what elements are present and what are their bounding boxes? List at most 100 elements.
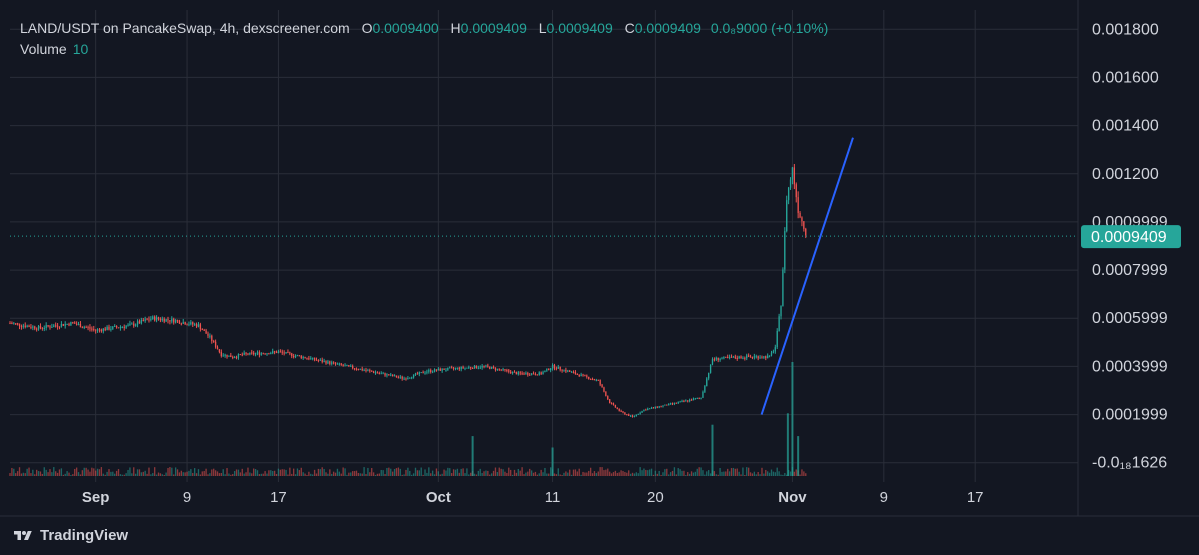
price-axis[interactable]: 0.0018000.0016000.0014000.0012000.000999… (1081, 21, 1181, 472)
candle-body (159, 319, 162, 321)
volume-bar (422, 474, 424, 476)
symbol-title[interactable]: LAND/USDT on PancakeSwap, 4h, dexscreene… (20, 20, 350, 36)
candle-body (85, 326, 87, 328)
volume-bar (555, 474, 558, 476)
volume-bar (186, 471, 188, 476)
time-tick-label: 17 (967, 489, 984, 506)
volume-bar (487, 470, 489, 476)
candle-body (171, 318, 173, 322)
volume-bar (755, 474, 757, 476)
candle-body (254, 353, 257, 355)
volume-bar (146, 473, 148, 476)
candle-body (496, 368, 499, 370)
candle-body (224, 354, 226, 356)
candle-body (534, 374, 537, 376)
candle-body (199, 324, 202, 330)
volume-bar (355, 470, 358, 476)
volume-bar (489, 474, 491, 476)
volume-bar (708, 470, 710, 476)
volume-bar (451, 473, 453, 476)
volume-bar (367, 467, 369, 476)
volume-bar (534, 471, 537, 476)
time-axis[interactable]: Sep 9 17 Oct 11 20 Nov 9 17 (82, 489, 984, 506)
volume-bar (9, 473, 11, 476)
volume-bar (291, 473, 293, 476)
volume-bar (352, 471, 354, 476)
candle-body (55, 325, 57, 327)
candle-body (140, 319, 143, 324)
candle-body (182, 322, 184, 324)
candle-body (647, 408, 649, 411)
volume-bar (26, 468, 28, 476)
candle-body (776, 330, 778, 348)
volume-bar (136, 469, 139, 476)
candle-body (253, 352, 255, 355)
volume-bar (209, 473, 211, 476)
candle-body (694, 398, 697, 400)
candle-body (348, 365, 350, 367)
volume-bar (167, 468, 169, 476)
candle-body (508, 370, 510, 372)
candle-body (350, 365, 352, 367)
candle-body (146, 319, 148, 321)
volume-bar (736, 468, 738, 476)
candle-body (72, 322, 74, 324)
candle-body (376, 372, 379, 374)
candle-body (292, 356, 295, 358)
volume-bar (412, 473, 415, 476)
candle-body (454, 368, 457, 370)
candle-body (91, 328, 93, 330)
volume-bar (361, 473, 363, 476)
trendline-drawing[interactable] (760, 137, 854, 415)
volume-bar (393, 468, 396, 476)
candle-body (660, 406, 662, 408)
volume-bar (321, 467, 323, 476)
volume-bar (241, 468, 243, 476)
volume-bar (49, 469, 51, 476)
candle-body (791, 167, 794, 180)
volume-bar (45, 469, 47, 476)
volume-bar (513, 469, 516, 476)
volume-bar (490, 473, 493, 476)
candle-body (456, 367, 459, 369)
candle-body (548, 368, 550, 371)
candle-body (614, 404, 617, 408)
candle-body (671, 403, 674, 405)
volume-bar (681, 470, 683, 476)
trendline[interactable] (760, 137, 854, 415)
candle-body (770, 352, 773, 356)
candle-body (620, 410, 622, 412)
candle-body (20, 326, 23, 328)
volume-bar (546, 473, 548, 476)
candle-body (612, 403, 615, 405)
candle-body (399, 376, 401, 378)
price-tick-label: -0.0₁₈1626 (1092, 455, 1167, 472)
volume-bar (53, 467, 55, 476)
candle-body (709, 364, 712, 373)
volume-bar (631, 472, 634, 476)
candle-body (226, 354, 228, 357)
volume-bar (178, 472, 181, 476)
candle-body (249, 352, 251, 355)
candle-body (359, 368, 361, 370)
candle-body (313, 357, 316, 360)
volume-bar (723, 471, 725, 476)
volume-bar (553, 473, 556, 476)
tradingview-logo[interactable]: TradingView (12, 527, 128, 544)
candle-body (133, 323, 135, 326)
candle-body (283, 352, 285, 354)
candle-body (131, 323, 133, 325)
candle-body (799, 212, 801, 218)
volume-bar (688, 473, 691, 476)
volume-bar (648, 469, 651, 476)
candle-body (37, 326, 40, 330)
candle-body (576, 374, 578, 376)
candle-body (346, 365, 348, 367)
candle-body (719, 359, 721, 361)
candle-body (190, 322, 192, 325)
candle-body (721, 358, 723, 360)
volume-bar (254, 468, 257, 476)
candle-body (273, 351, 276, 353)
candle-body (361, 368, 363, 371)
